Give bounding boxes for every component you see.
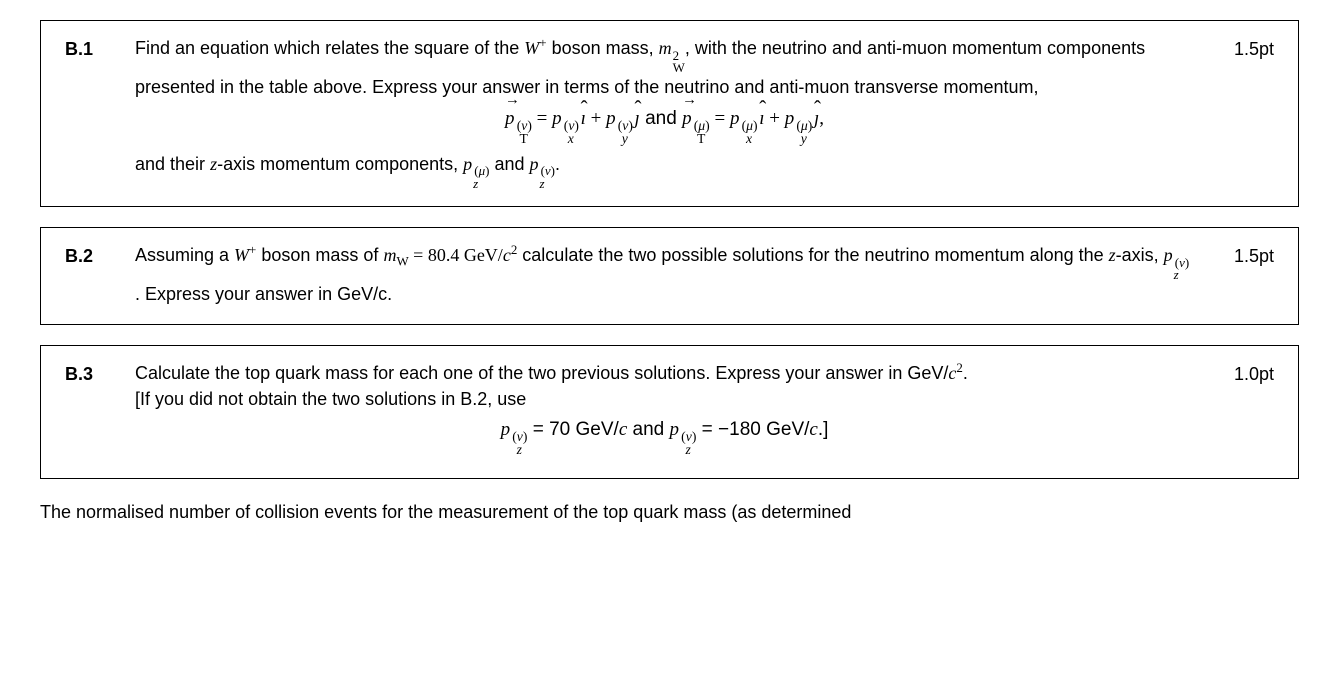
math-c2: c2 <box>948 363 962 383</box>
mw-value: = 80.4 GeV/ <box>409 245 503 265</box>
text: . <box>555 154 560 174</box>
problem-body: Calculate the top quark mass for each on… <box>135 360 1194 462</box>
problem-box-b2: B.2 Assuming a W+ boson mass of mW = 80.… <box>40 227 1299 325</box>
eq-val1: = 70 GeV/ <box>527 419 618 440</box>
text: -axis momentum components, <box>217 154 463 174</box>
problem-number: B.3 <box>65 360 135 387</box>
problem-box-b1: B.1 Find an equation which relates the s… <box>40 20 1299 207</box>
text: and their <box>135 154 210 174</box>
equation-transverse-momenta: p (ν)T = p (ν)x ı + p (ν)y ȷ and p (μ)T … <box>135 105 1194 145</box>
math-c2: c2 <box>503 245 517 265</box>
problem-points: 1.5pt <box>1194 35 1274 62</box>
text: Assuming a <box>135 245 234 265</box>
equation-fallback-values: p (ν)z = 70 GeV/c and p (ν)z = −180 GeV/… <box>135 416 1194 456</box>
text: . Express your answer in GeV/c. <box>135 284 392 304</box>
math-w-plus: W+ <box>234 245 256 265</box>
math-mw2: m2W <box>659 38 685 58</box>
math-pz-nu: p (ν)z <box>1164 245 1190 265</box>
math-z: z <box>1109 245 1116 265</box>
problem-points: 1.5pt <box>1194 242 1274 269</box>
eq-and: and <box>627 419 669 440</box>
eq-val2: = −180 GeV/ <box>696 419 809 440</box>
text: Find an equation which relates the squar… <box>135 38 524 58</box>
problem-points: 1.0pt <box>1194 360 1274 387</box>
trailing-paragraph: The normalised number of collision event… <box>40 499 1299 525</box>
text: boson mass of <box>256 245 383 265</box>
text: boson mass, <box>547 38 659 58</box>
text: Calculate the top quark mass for each on… <box>135 363 948 383</box>
problem-body: Find an equation which relates the squar… <box>135 35 1194 190</box>
eq-end: .] <box>818 419 829 440</box>
math-pz-nu: p (ν)z <box>529 154 555 174</box>
problem-number: B.1 <box>65 35 135 62</box>
text: calculate the two possible solutions for… <box>517 245 1108 265</box>
math-w-plus: W+ <box>524 38 546 58</box>
text: [If you did not obtain the two solutions… <box>135 389 526 409</box>
math-mw: mW <box>383 245 408 265</box>
text: -axis, <box>1116 245 1164 265</box>
text: . <box>963 363 968 383</box>
math-pz-mu: p (μ)z <box>463 154 489 174</box>
text: and <box>489 154 529 174</box>
problem-body: Assuming a W+ boson mass of mW = 80.4 Ge… <box>135 242 1194 308</box>
problem-box-b3: B.3 Calculate the top quark mass for eac… <box>40 345 1299 479</box>
problem-number: B.2 <box>65 242 135 269</box>
text: and <box>640 108 682 129</box>
